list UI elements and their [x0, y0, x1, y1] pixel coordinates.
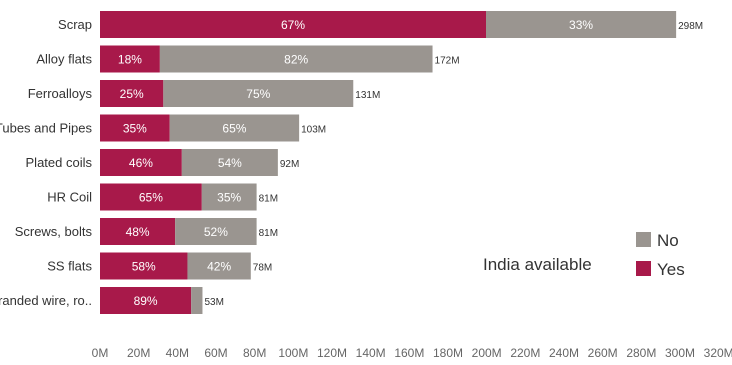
total-label: 298M	[678, 21, 703, 32]
x-tick-label: 100M	[278, 346, 308, 360]
x-axis-ticks: 0M 20M 40M 60M 80M 100M 120M 140M 160M 180M 200M 22…	[92, 346, 732, 360]
x-tick-label: 40M	[166, 346, 189, 360]
legend-swatch-yes	[636, 261, 651, 276]
category-label: Stranded wire, ro..	[0, 293, 92, 308]
percent-label: 46%	[129, 156, 153, 170]
x-tick-label: 120M	[317, 346, 347, 360]
total-label: 131M	[355, 90, 380, 101]
total-label: 81M	[259, 194, 278, 205]
category-label: Alloy flats	[36, 52, 92, 67]
bar-segment-no	[159, 45, 433, 73]
x-tick-label: 260M	[588, 346, 618, 360]
total-label: 78M	[253, 263, 272, 274]
bar-segment-no	[191, 287, 203, 314]
percent-label: 48%	[126, 225, 150, 239]
bar-segment-no	[163, 80, 354, 107]
x-tick-label: 240M	[549, 346, 579, 360]
category-label: Plated coils	[26, 155, 93, 170]
percent-label: 33%	[569, 18, 593, 32]
bar-segment-yes	[100, 287, 192, 314]
percent-label: 89%	[134, 294, 158, 308]
bar-segment-yes	[100, 252, 188, 280]
bar-segment-yes	[100, 149, 182, 176]
bar-segment-yes	[100, 45, 160, 73]
bar-segment-yes	[100, 80, 164, 107]
total-label: 172M	[435, 56, 460, 67]
legend-items: No Yes	[636, 231, 685, 279]
x-tick-label: 80M	[243, 346, 266, 360]
x-tick-label: 280M	[626, 346, 656, 360]
bars: 67% 33% 298M 18% 82% 172M 25% 75% 131M 35% 65% 103M…	[100, 11, 703, 314]
x-tick-label: 20M	[127, 346, 150, 360]
percent-label: 65%	[222, 122, 246, 136]
bar-segment-yes	[100, 218, 176, 245]
bar-segment-no	[201, 183, 257, 211]
percent-label: 82%	[284, 53, 308, 67]
bar-segment-yes	[100, 114, 170, 142]
legend: India available No Yes	[483, 231, 685, 279]
category-label: Ferroalloys	[28, 86, 93, 101]
x-tick-label: 0M	[92, 346, 109, 360]
bar-segment-no	[175, 218, 257, 245]
percent-label: 75%	[246, 87, 270, 101]
bar-segment-no	[486, 11, 677, 38]
bar-segment-no	[169, 114, 300, 142]
percent-label: 52%	[204, 225, 228, 239]
bar-segment-no	[181, 149, 278, 176]
x-tick-label: 300M	[665, 346, 695, 360]
legend-label-yes: Yes	[657, 260, 685, 279]
bar-segment-yes	[100, 183, 202, 211]
category-label: Screws, bolts	[15, 224, 93, 239]
x-tick-label: 220M	[510, 346, 540, 360]
total-label: 81M	[259, 228, 278, 239]
x-tick-label: 200M	[472, 346, 502, 360]
category-label: HR Coil	[47, 190, 92, 205]
total-label: 103M	[301, 125, 326, 136]
legend-swatch-no	[636, 232, 651, 247]
category-label: Tubes and Pipes	[0, 121, 92, 136]
category-label: SS flats	[47, 259, 92, 274]
percent-label: 42%	[207, 260, 231, 274]
x-tick-label: 180M	[433, 346, 463, 360]
legend-title: India available	[483, 255, 592, 274]
x-tick-label: 140M	[356, 346, 386, 360]
legend-label-no: No	[657, 231, 679, 250]
percent-label: 54%	[218, 156, 242, 170]
percent-label: 18%	[118, 53, 142, 67]
percent-label: 67%	[281, 18, 305, 32]
category-label: Scrap	[58, 17, 92, 32]
percent-label: 35%	[123, 122, 147, 136]
percent-label: 25%	[120, 87, 144, 101]
total-label: 53M	[204, 297, 223, 308]
percent-label: 35%	[217, 191, 241, 205]
x-tick-label: 320M	[704, 346, 732, 360]
bar-segment-yes	[100, 11, 487, 38]
total-label: 92M	[280, 159, 299, 170]
percent-label: 65%	[139, 191, 163, 205]
category-labels: Scrap Alloy flats Ferroalloys Tubes and Pip…	[0, 17, 92, 308]
percent-label: 58%	[132, 260, 156, 274]
x-tick-label: 160M	[394, 346, 424, 360]
bar-segment-no	[187, 252, 251, 280]
x-tick-label: 60M	[204, 346, 227, 360]
